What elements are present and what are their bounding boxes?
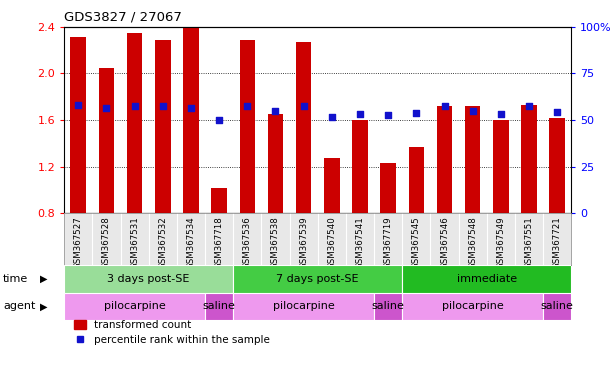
Point — [101, 105, 111, 111]
Bar — [64, 293, 205, 320]
Text: GSM367527: GSM367527 — [74, 217, 82, 270]
Bar — [64, 265, 233, 293]
Point — [468, 108, 478, 114]
Text: GSM367719: GSM367719 — [384, 217, 393, 269]
Text: ▶: ▶ — [40, 301, 47, 311]
Point — [214, 117, 224, 123]
Text: pilocarpine: pilocarpine — [273, 301, 334, 311]
Bar — [183, 10, 199, 213]
Bar — [549, 118, 565, 213]
Text: GSM367532: GSM367532 — [158, 217, 167, 270]
Bar — [493, 120, 508, 213]
Text: GSM367548: GSM367548 — [468, 217, 477, 270]
Text: GSM367546: GSM367546 — [440, 217, 449, 270]
Point — [327, 113, 337, 119]
Text: agent: agent — [3, 301, 35, 311]
Text: GSM367531: GSM367531 — [130, 217, 139, 270]
Point — [186, 105, 196, 111]
Text: GSM367539: GSM367539 — [299, 217, 308, 269]
Point — [158, 103, 167, 109]
Point — [552, 109, 562, 115]
Point — [411, 110, 421, 116]
Bar — [240, 40, 255, 213]
Text: GSM367721: GSM367721 — [553, 217, 562, 270]
Point — [496, 111, 506, 117]
Bar — [70, 37, 86, 213]
Point — [383, 112, 393, 118]
Text: pilocarpine: pilocarpine — [104, 301, 166, 311]
Text: saline: saline — [541, 301, 574, 311]
Bar — [437, 106, 452, 213]
Legend: transformed count, percentile rank within the sample: transformed count, percentile rank withi… — [70, 316, 274, 349]
Bar — [268, 114, 284, 213]
Bar — [211, 187, 227, 213]
Point — [130, 103, 139, 109]
Point — [299, 103, 309, 109]
Bar — [233, 293, 374, 320]
Point — [355, 111, 365, 117]
Bar — [374, 293, 402, 320]
Text: immediate: immediate — [456, 274, 517, 284]
Text: GSM367536: GSM367536 — [243, 217, 252, 270]
Point — [243, 103, 252, 109]
Point — [73, 102, 83, 108]
Text: GSM367528: GSM367528 — [102, 217, 111, 270]
Bar — [155, 40, 170, 213]
Bar — [381, 163, 396, 213]
Point — [271, 108, 280, 114]
Text: GSM367545: GSM367545 — [412, 217, 421, 270]
Bar — [352, 120, 368, 213]
Text: pilocarpine: pilocarpine — [442, 301, 503, 311]
Bar — [296, 42, 312, 213]
Text: saline: saline — [203, 301, 236, 311]
Text: GSM367534: GSM367534 — [186, 217, 196, 270]
Bar — [233, 265, 402, 293]
Text: ▶: ▶ — [40, 274, 47, 284]
Bar — [402, 265, 571, 293]
Point — [524, 103, 534, 109]
Text: GSM367551: GSM367551 — [524, 217, 533, 270]
Point — [440, 103, 450, 109]
Text: GSM367718: GSM367718 — [214, 217, 224, 270]
Text: GSM367549: GSM367549 — [496, 217, 505, 269]
Bar — [402, 293, 543, 320]
Bar — [465, 106, 480, 213]
Bar — [324, 159, 340, 213]
Bar — [205, 293, 233, 320]
Text: saline: saline — [371, 301, 404, 311]
Bar — [98, 68, 114, 213]
Bar — [543, 293, 571, 320]
Bar — [409, 147, 424, 213]
Text: GSM367540: GSM367540 — [327, 217, 336, 270]
Bar — [521, 105, 537, 213]
Text: time: time — [3, 274, 28, 284]
Text: GDS3827 / 27067: GDS3827 / 27067 — [64, 10, 182, 23]
Text: GSM367541: GSM367541 — [356, 217, 365, 270]
Text: 3 days post-SE: 3 days post-SE — [108, 274, 190, 284]
Text: GSM367538: GSM367538 — [271, 217, 280, 270]
Text: 7 days post-SE: 7 days post-SE — [276, 274, 359, 284]
Bar — [127, 33, 142, 213]
